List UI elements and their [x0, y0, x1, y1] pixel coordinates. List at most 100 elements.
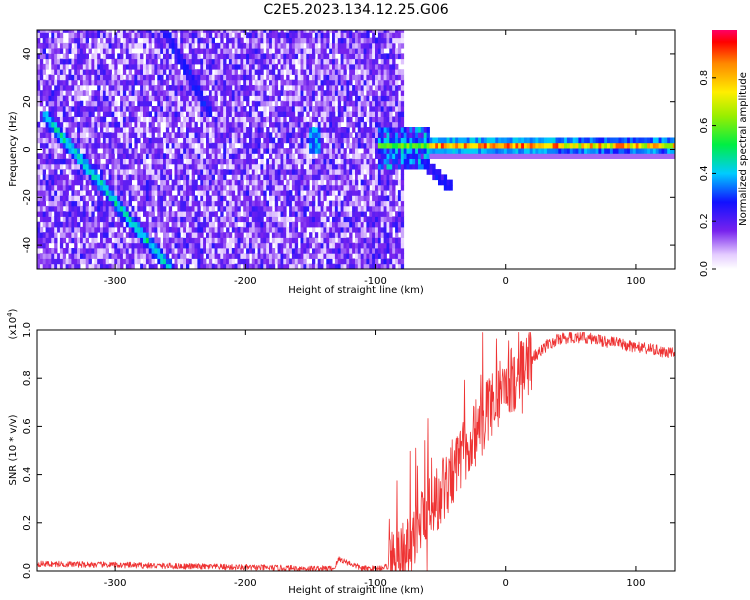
heatmap-cell [128, 48, 132, 54]
heatmap-cell [271, 232, 276, 238]
heatmap-cell [257, 190, 261, 196]
heatmap-cell [223, 42, 227, 49]
heatmap-cell [134, 142, 138, 149]
heatmap-cell [59, 121, 64, 128]
spectrogram-heatmap [37, 30, 675, 269]
heatmap-cell [234, 90, 238, 96]
heatmap-cell [228, 85, 233, 91]
heatmap-cell [240, 142, 244, 149]
heatmap-cell [317, 263, 321, 269]
heatmap-cell [157, 95, 161, 102]
heatmap-cell [332, 100, 336, 107]
heatmap-cell [148, 74, 152, 81]
heatmap-cell [297, 42, 301, 49]
heatmap-cell [277, 211, 281, 217]
heatmap-cell [85, 163, 89, 170]
heatmap-cell [211, 205, 215, 212]
heatmap-cell [223, 184, 227, 191]
heatmap-cell [214, 153, 218, 159]
heatmap-cell [74, 195, 78, 202]
heatmap-cell [329, 132, 333, 138]
heatmap-cell [208, 163, 213, 170]
heatmap-cell [251, 169, 256, 175]
heatmap-cell [372, 258, 376, 265]
heatmap-cell [105, 258, 109, 265]
heatmap-cell [372, 253, 376, 259]
heatmap-cell [143, 142, 147, 149]
heatmap-cell [42, 148, 46, 154]
heatmap-cell [45, 216, 49, 223]
heatmap-cell [200, 211, 204, 217]
heatmap-cell [326, 116, 330, 123]
heatmap-cell [312, 148, 316, 154]
heatmap-cell [137, 106, 141, 112]
heatmap-cell [39, 100, 44, 107]
heatmap-cell [97, 137, 101, 144]
heatmap-cell [312, 174, 316, 181]
heatmap-cell [332, 226, 336, 233]
heatmap-cell [320, 63, 324, 70]
heatmap-cell [220, 226, 224, 233]
heatmap-cell [323, 30, 327, 33]
heatmap-cell [102, 242, 107, 249]
heatmap-cell [289, 127, 293, 133]
heatmap-cell [309, 205, 313, 212]
heatmap-cell [372, 121, 376, 128]
heatmap-cell [120, 90, 124, 96]
heatmap-cell [200, 237, 204, 244]
heatmap-cell [274, 169, 279, 175]
heatmap-cell [111, 258, 115, 265]
heatmap-cell [254, 232, 258, 238]
heatmap-cell [65, 195, 69, 202]
heatmap-cell [208, 226, 213, 233]
heatmap-cell [289, 169, 293, 175]
heatmap-cell [188, 127, 193, 133]
heatmap-cell [343, 226, 347, 233]
heatmap-cell [306, 169, 310, 175]
heatmap-cell [211, 132, 215, 138]
heatmap-cell [114, 100, 118, 107]
heatmap-cell [154, 95, 158, 102]
heatmap-cell [97, 153, 101, 159]
heatmap-cell [352, 195, 356, 202]
heatmap-cell [254, 148, 258, 154]
heatmap-cell [332, 253, 336, 259]
heatmap-cell [197, 226, 201, 233]
heatmap-cell [80, 42, 84, 49]
heatmap-cell [226, 211, 230, 217]
heatmap-cell [211, 30, 215, 33]
heatmap-cell [269, 158, 273, 165]
heatmap-cell [59, 85, 64, 91]
heatmap-cell [223, 116, 227, 123]
heatmap-cell [243, 142, 247, 149]
heatmap-cell [157, 90, 161, 96]
heatmap-cell [380, 153, 384, 159]
heatmap-cell [360, 63, 364, 70]
heatmap-cell [163, 132, 167, 138]
heatmap-cell [80, 158, 84, 165]
heatmap-cell [360, 248, 364, 254]
heatmap-cell [280, 179, 284, 186]
heatmap-cell [303, 263, 307, 269]
heatmap-cell [168, 37, 173, 44]
heatmap-cell [349, 232, 353, 238]
heatmap-cell [88, 179, 92, 186]
heatmap-cell [294, 32, 299, 39]
heatmap-cell [334, 179, 339, 186]
heatmap-cell [77, 179, 81, 186]
heatmap-cell [180, 37, 184, 44]
heatmap-cell [380, 221, 384, 228]
heatmap-cell [357, 30, 362, 33]
heatmap-cell [340, 263, 344, 269]
heatmap-cell [200, 200, 204, 207]
heatmap-cell [157, 63, 161, 70]
heatmap-cell [300, 195, 304, 202]
heatmap-cell [111, 121, 115, 128]
heatmap-cell [251, 184, 256, 191]
heatmap-cell [68, 142, 72, 149]
heatmap-cell [317, 258, 321, 265]
heatmap-cell [82, 216, 87, 223]
heatmap-cell [289, 242, 293, 249]
heatmap-cell [323, 163, 327, 170]
heatmap-cell [372, 248, 376, 254]
